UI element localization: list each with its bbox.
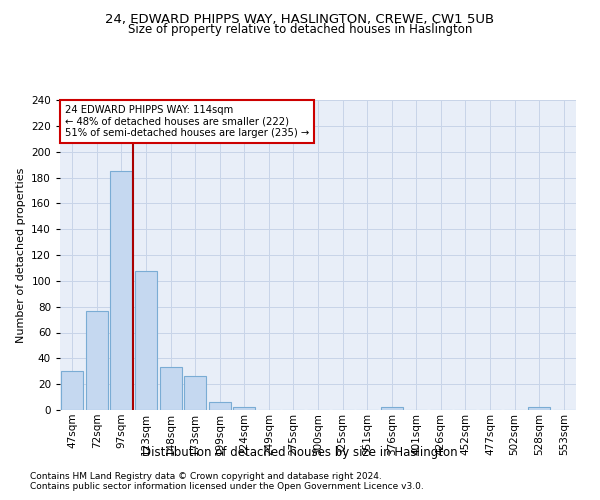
Text: Contains HM Land Registry data © Crown copyright and database right 2024.: Contains HM Land Registry data © Crown c… [30, 472, 382, 481]
Bar [233, 408, 256, 410]
Text: Contains public sector information licensed under the Open Government Licence v3: Contains public sector information licen… [30, 482, 424, 491]
Text: Distribution of detached houses by size in Haslington: Distribution of detached houses by size … [142, 446, 458, 459]
Text: 24, EDWARD PHIPPS WAY, HASLINGTON, CREWE, CW1 5UB: 24, EDWARD PHIPPS WAY, HASLINGTON, CREWE… [106, 12, 494, 26]
Bar [209, 402, 231, 410]
Text: 24 EDWARD PHIPPS WAY: 114sqm
← 48% of detached houses are smaller (222)
51% of s: 24 EDWARD PHIPPS WAY: 114sqm ← 48% of de… [65, 104, 310, 138]
Y-axis label: Number of detached properties: Number of detached properties [16, 168, 26, 342]
Bar [160, 368, 182, 410]
Bar [110, 171, 133, 410]
Bar [86, 310, 108, 410]
Text: Size of property relative to detached houses in Haslington: Size of property relative to detached ho… [128, 22, 472, 36]
Bar [61, 371, 83, 410]
Bar [528, 408, 550, 410]
Bar [380, 408, 403, 410]
Bar [135, 270, 157, 410]
Bar [184, 376, 206, 410]
